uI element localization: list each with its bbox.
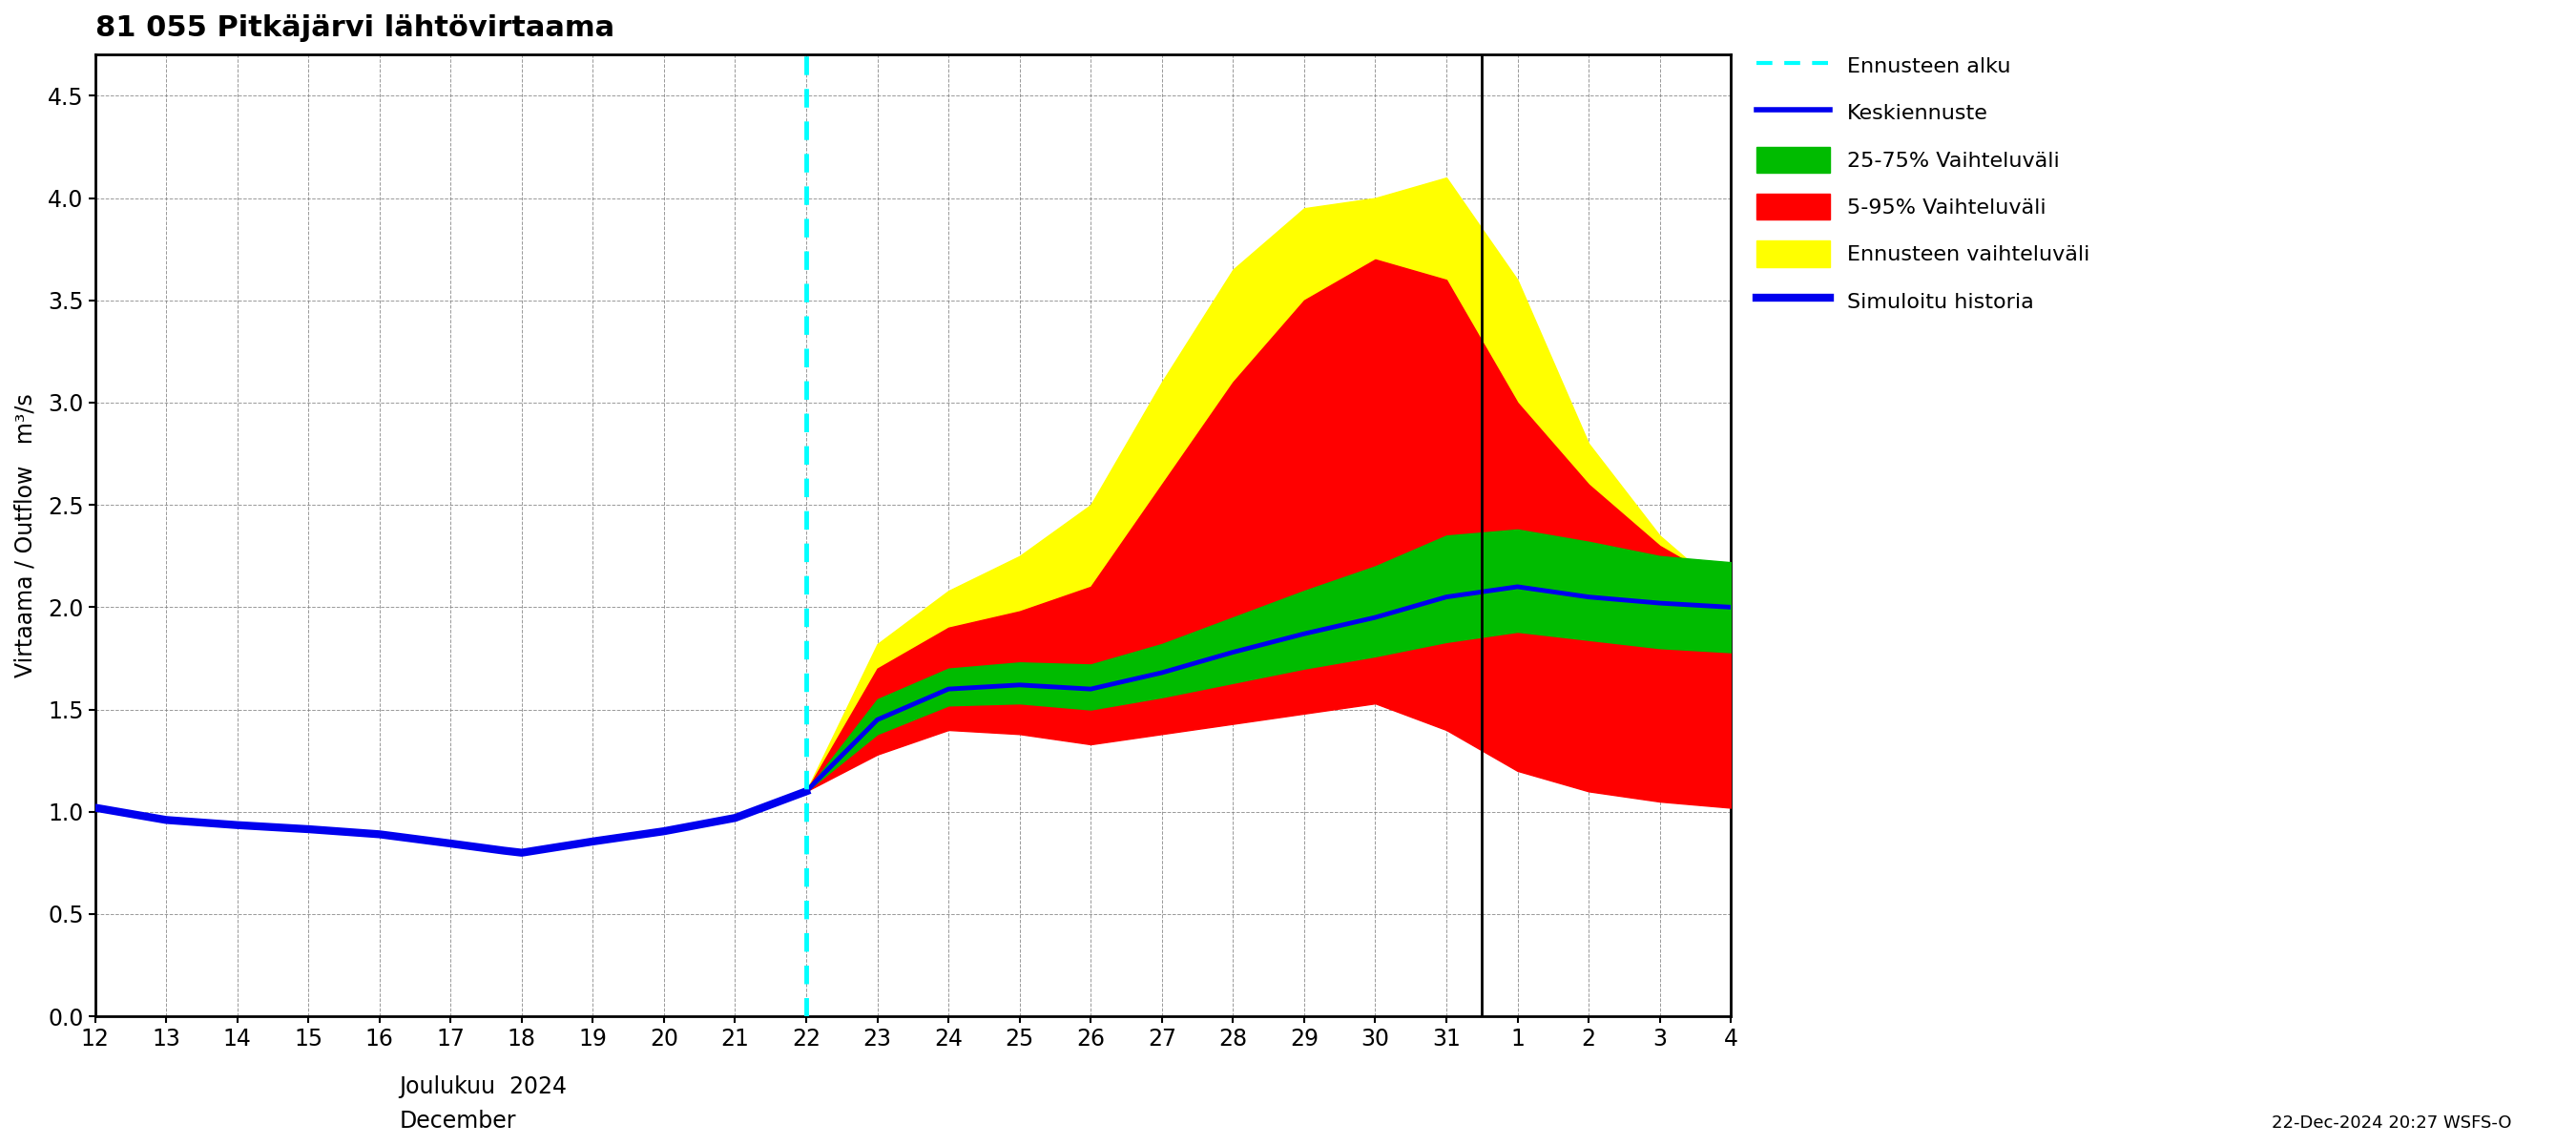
Text: 22-Dec-2024 20:27 WSFS-O: 22-Dec-2024 20:27 WSFS-O bbox=[2272, 1114, 2512, 1131]
Y-axis label: Virtaama / Outflow   m³/s: Virtaama / Outflow m³/s bbox=[15, 394, 36, 678]
Text: 81 055 Pitkäjärvi lähtövirtaama: 81 055 Pitkäjärvi lähtövirtaama bbox=[95, 14, 613, 42]
Text: December: December bbox=[399, 1110, 515, 1132]
Text: Joulukuu  2024: Joulukuu 2024 bbox=[399, 1075, 567, 1098]
Legend: Ennusteen alku, Keskiennuste, 25-75% Vaihteluväli, 5-95% Vaihteluväli, Ennusteen: Ennusteen alku, Keskiennuste, 25-75% Vai… bbox=[1749, 46, 2097, 321]
